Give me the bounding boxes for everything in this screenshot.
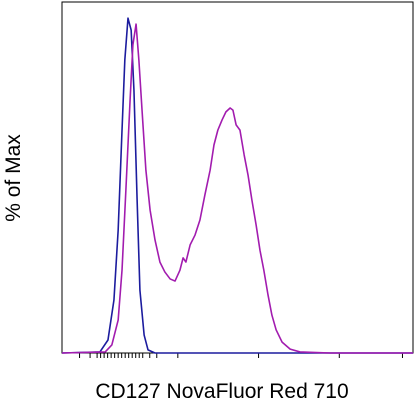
y-axis-label: % of Max xyxy=(2,134,25,222)
histogram-line xyxy=(61,23,413,354)
x-axis-label: CD127 NovaFluor Red 710 xyxy=(95,380,348,403)
histogram-line xyxy=(61,17,413,354)
